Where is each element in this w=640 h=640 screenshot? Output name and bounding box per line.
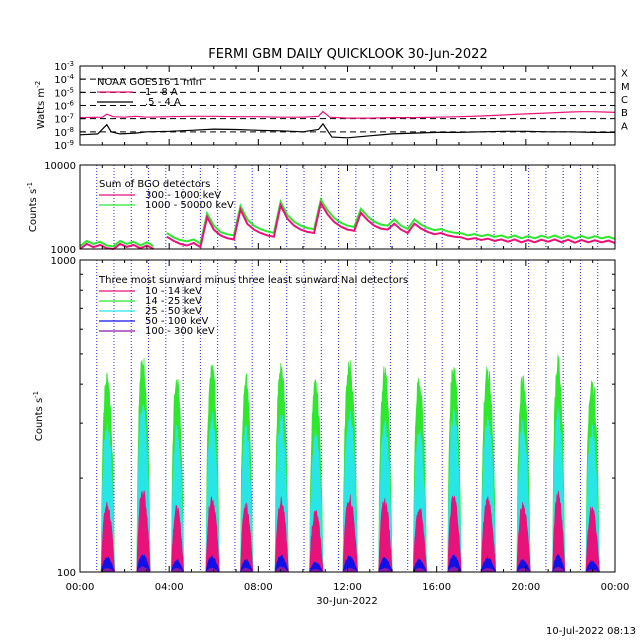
nai-orbit-band: [585, 506, 600, 573]
nai-orbit-band: [100, 556, 115, 573]
nai-orbit-band: [552, 490, 566, 573]
nai-orbit-band: [100, 501, 115, 573]
nai-y-tick-label: 1000: [51, 256, 76, 267]
goes-y-tick-label: 10-3: [54, 60, 74, 73]
x-axis-ticks: 00:00 04:00 08:00 12:00 16:00 20:00 00:00: [66, 66, 630, 593]
bgo-legend-label: 1000 - 50000 keV: [145, 200, 234, 211]
nai-orbit-band: [413, 558, 427, 573]
goes-class-label: A: [621, 121, 628, 132]
bgo-y-axis-label: Counts s-1: [26, 182, 39, 232]
nai-orbit-band: [342, 567, 358, 573]
x-tick-label: 12:00: [333, 582, 362, 593]
goes-class-label: C: [621, 95, 628, 106]
x-axis-date-label: 30-Jun-2022: [316, 596, 378, 607]
goes-legend: 1 - 8 A.5 - 4 A: [97, 87, 181, 108]
nai-orbit-band: [413, 508, 427, 573]
nai-legend-label: 10 - 14 keV: [145, 286, 202, 297]
nai-orbit-band: [516, 559, 531, 573]
nai-orbit-band: [240, 502, 254, 573]
nai-y-ticks: 1000 100: [51, 256, 615, 579]
goes-y-tick-label: 10-7: [54, 113, 74, 126]
goes-series-short: [79, 122, 615, 139]
nai-orbit-band: [205, 496, 220, 573]
nai-orbit-band: [516, 567, 531, 573]
nai-orbit-band: [378, 556, 393, 573]
nai-orbit-band: [309, 569, 324, 573]
nai-orbit-band: [240, 567, 254, 573]
goes-class-label: X: [621, 69, 628, 80]
x-tick-label: 04:00: [155, 582, 184, 593]
nai-orbit-band: [516, 502, 531, 573]
bgo-y-tick-label: 1000: [51, 245, 76, 256]
x-tick-label: 00:00: [66, 582, 95, 593]
goes-y-axis-label: Watts m-2: [34, 81, 47, 129]
nai-orbit-band: [481, 555, 496, 573]
nai-orbit-band: [171, 504, 184, 573]
goes-class-label: M: [621, 82, 630, 93]
nai-orbit-band: [342, 494, 358, 573]
nai-orbit-band: [447, 566, 462, 573]
bgo-series-line: [79, 200, 616, 251]
goes-series-long: [79, 110, 616, 119]
nai-legend-label: 50 - 100 keV: [145, 316, 209, 327]
goes-y-ticks: 10-310-410-510-610-710-810-9: [54, 60, 85, 152]
nai-orbit-band: [342, 555, 358, 573]
nai-orbit-band: [378, 567, 393, 573]
x-tick-label: 08:00: [244, 582, 273, 593]
goes-legend-title: NOAA GOES16 1 min: [97, 77, 202, 88]
nai-orbit-band: [205, 555, 220, 573]
x-tick-label: 20:00: [511, 582, 540, 593]
nai-orbit-band: [136, 490, 151, 573]
nai-panel: 1000 100 Counts s-1 Three most sunward mi…: [32, 256, 616, 579]
goes-y-tick-label: 10-8: [54, 126, 74, 139]
nai-orbit-band: [481, 567, 496, 573]
x-tick-label: 16:00: [422, 582, 451, 593]
nai-orbit-band: [274, 496, 289, 573]
nai-legend-label: 100 - 300 keV: [145, 326, 215, 337]
bgo-plot-area: [79, 165, 616, 251]
bgo-y-tick-label: 10000: [44, 161, 76, 172]
bgo-y-ticks: 10000 1000: [44, 161, 86, 256]
nai-orbit-band: [309, 510, 324, 573]
nai-y-axis-label: Counts s-1: [32, 391, 45, 441]
bgo-legend-label: 300 - 1000 keV: [145, 190, 221, 201]
nai-orbit-band: [171, 567, 184, 573]
nai-orbit-band: [136, 554, 151, 573]
footer-timestamp: 10-Jul-2022 08:13: [546, 626, 636, 637]
goes-legend-label: .5 - 4 A: [145, 97, 181, 108]
goes-y-tick-label: 10-4: [54, 73, 74, 86]
x-tick-label: 00:00: [601, 582, 630, 593]
goes-class-label: B: [621, 108, 628, 119]
nai-orbit-band: [205, 567, 220, 573]
nai-orbit-band: [413, 567, 427, 573]
goes-y-tick-label: 10-5: [54, 86, 74, 99]
nai-orbit-band: [100, 567, 115, 573]
nai-orbit-band: [309, 561, 324, 573]
goes-y-tick-label: 10-6: [54, 100, 74, 113]
goes-y-tick-label: 10-9: [54, 139, 74, 152]
nai-legend-label: 14 - 25 keV: [145, 296, 202, 307]
chart-title: FERMI GBM DAILY QUICKLOOK 30-Jun-2022: [208, 47, 487, 62]
nai-orbit-band: [274, 566, 289, 573]
nai-legend-label: 25 - 50 keV: [145, 306, 202, 317]
nai-legend-title: Three most sunward minus three least sun…: [98, 275, 408, 286]
bgo-series-line: [79, 197, 616, 248]
goes-legend-label: 1 - 8 A: [145, 87, 178, 98]
nai-orbit-band: [585, 560, 600, 573]
goes-plot-area: [79, 78, 616, 139]
nai-plot-area: [96, 260, 616, 573]
nai-orbit-band: [378, 498, 393, 573]
nai-orbit-band: [481, 496, 496, 573]
bgo-legend-title: Sum of BGO detectors: [99, 179, 210, 190]
nai-orbit-band: [447, 495, 462, 573]
nai-y-tick-label: 100: [57, 568, 76, 579]
nai-orbit-band: [552, 566, 566, 573]
